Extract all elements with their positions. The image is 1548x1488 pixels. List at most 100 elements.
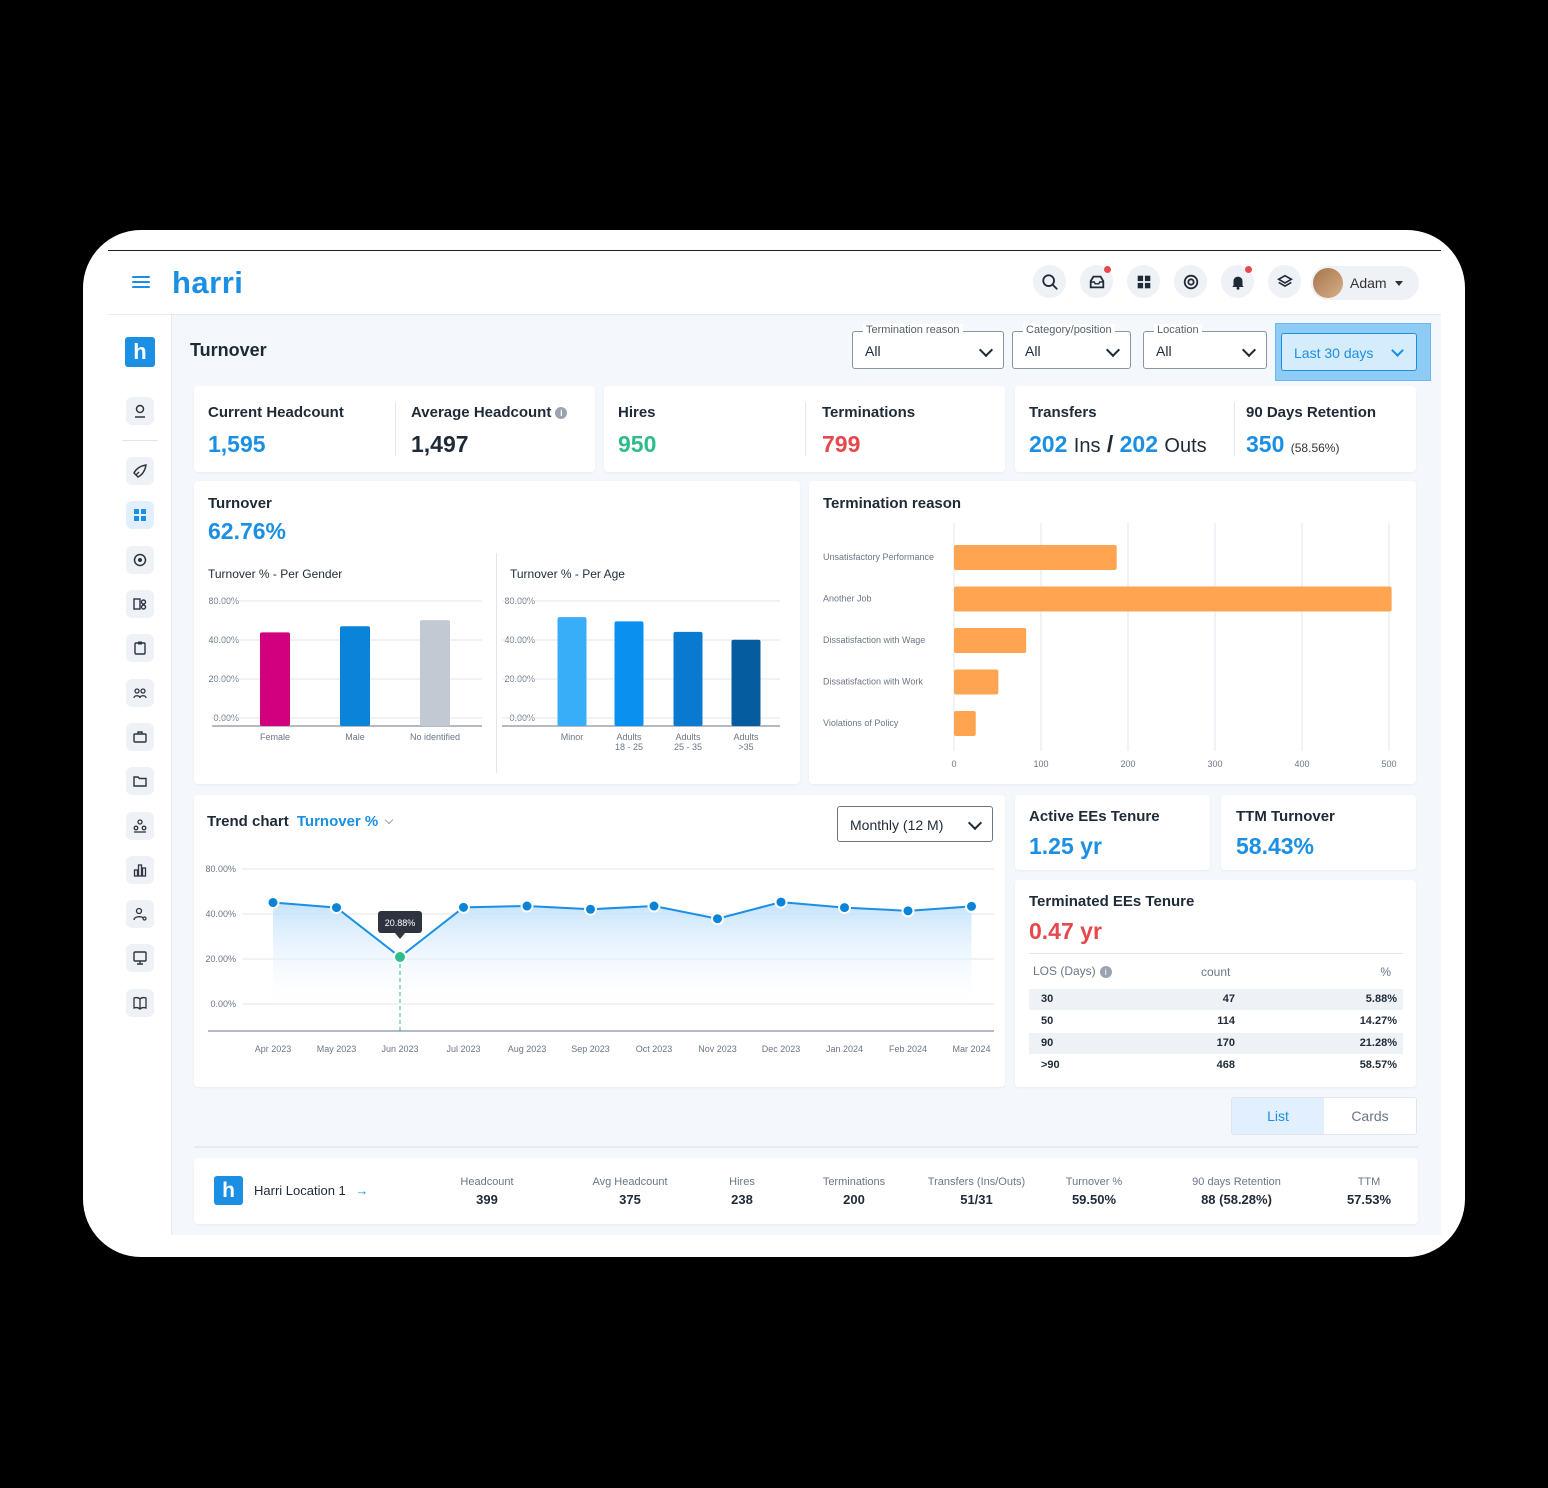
table-row: >90 468 58.57%: [1029, 1055, 1403, 1076]
termination-reason-chart: 0 100 200 300 400 500 Unsatisfactory Performan…: [823, 523, 1397, 769]
current-headcount-value: 1,595: [208, 431, 266, 457]
x-tick-label: No identified: [410, 732, 460, 742]
data-point: [774, 895, 788, 909]
location-name: Harri Location 1: [254, 1183, 346, 1198]
x-tick-label: 300: [1207, 759, 1222, 769]
pct-cell: 58.57%: [1359, 1059, 1397, 1071]
pct-cell: 14.27%: [1359, 1015, 1397, 1027]
transfers-label: Transfers: [1029, 404, 1097, 421]
data-point: [901, 904, 915, 918]
category-position-filter[interactable]: Category/position All: [1012, 324, 1131, 369]
menu-icon[interactable]: [132, 273, 150, 289]
x-tick-label: Minor: [561, 732, 584, 742]
trend-period-select[interactable]: Monthly (12 M): [837, 806, 993, 842]
briefcase-icon[interactable]: [126, 723, 154, 751]
tooltip-text: 20.88%: [385, 918, 416, 928]
location-row[interactable]: h Harri Location 1 → Headcount 399 Avg He…: [194, 1158, 1418, 1224]
transfers-outs: 202: [1119, 431, 1158, 457]
termination-reason-card: Termination reason 0 100 200 300 400 500 Unsat…: [809, 481, 1416, 784]
y-tick-label: 80.00%: [205, 864, 236, 874]
clipboard-icon[interactable]: [126, 634, 154, 662]
sidebar: h: [108, 315, 172, 1235]
app-window: harri Adam h Turnover: [108, 250, 1441, 1235]
stat-value: 57.53%: [1346, 1192, 1392, 1207]
los-cell: 50: [1041, 1015, 1054, 1027]
team-icon[interactable]: [126, 679, 154, 707]
support-icon[interactable]: [126, 546, 154, 574]
period-value: Monthly (12 M): [850, 817, 944, 833]
terminated-tenure-label: Terminated EEs Tenure: [1029, 893, 1195, 910]
harri-h-logo[interactable]: h: [125, 337, 155, 367]
monitor-icon[interactable]: [126, 944, 154, 972]
location-stat: 90 days Retention 88 (58.28%): [1174, 1176, 1299, 1207]
location-stat: Terminations 200: [804, 1176, 904, 1207]
y-tick-label: 20.00%: [205, 954, 236, 964]
los-cell: >90: [1041, 1059, 1060, 1071]
location-name-link[interactable]: Harri Location 1 →: [254, 1183, 368, 1198]
x-tick-label: Sep 2023: [571, 1044, 610, 1054]
schedule-icon[interactable]: [126, 590, 154, 618]
transfers-ins: 202: [1029, 431, 1068, 457]
hires-terminations-card: Hires 950 Terminations 799: [604, 386, 1005, 472]
inbox-icon[interactable]: [1080, 265, 1113, 298]
transfers-value: 202 Ins / 202 Outs: [1029, 431, 1207, 458]
turnover-card: Turnover 62.76% Turnover % - Per Gender …: [194, 481, 800, 784]
bar: [557, 617, 587, 726]
x-tick-label: Jul 2023: [446, 1044, 480, 1054]
x-tick-label: 500: [1381, 759, 1396, 769]
trend-line: [272, 901, 972, 959]
harri-logo[interactable]: harri: [172, 265, 244, 300]
x-tick-label: 18 - 25: [615, 742, 643, 752]
folder-icon[interactable]: [126, 767, 154, 795]
chevron-down-icon: [1105, 342, 1121, 358]
x-tick-label: 25 - 35: [674, 742, 702, 752]
list-view-button[interactable]: List: [1232, 1098, 1324, 1134]
terminated-tenure-card: Terminated EEs Tenure 0.47 yr LOS (Days)…: [1015, 880, 1416, 1087]
trend-metric-select[interactable]: Turnover %: [297, 813, 394, 830]
apps-grid-icon[interactable]: [1127, 265, 1160, 298]
x-tick-label: 400: [1294, 759, 1309, 769]
user-menu[interactable]: Adam: [1311, 266, 1419, 300]
stat-value: 51/31: [960, 1192, 993, 1207]
y-tick-label: 40.00%: [205, 909, 236, 919]
dashboard-icon[interactable]: [126, 501, 154, 529]
x-tick-label: >35: [738, 742, 753, 752]
data-point: [330, 901, 343, 915]
info-icon[interactable]: i: [1099, 965, 1112, 978]
chevron-down-icon: [967, 815, 983, 831]
info-icon[interactable]: i: [555, 407, 568, 420]
date-range-select[interactable]: Last 30 days: [1281, 333, 1417, 371]
x-tick-label: Dec 2023: [762, 1044, 801, 1054]
stat-label: Turnover %: [1065, 1176, 1123, 1188]
location-pin-icon[interactable]: [126, 397, 154, 425]
average-headcount-text: Average Headcount: [411, 404, 552, 421]
location-filter[interactable]: Location All: [1143, 324, 1267, 369]
x-tick-label: Jan 2024: [826, 1044, 863, 1054]
bell-icon[interactable]: [1221, 265, 1254, 298]
active-tenure-card: Active EEs Tenure 1.25 yr: [1015, 795, 1210, 870]
filter-value: All: [1156, 343, 1172, 359]
rocket-icon[interactable]: [126, 457, 154, 485]
average-headcount-label: Average Headcount i: [411, 404, 568, 421]
age-chart-title: Turnover % - Per Age: [510, 567, 625, 581]
book-icon[interactable]: [126, 989, 154, 1017]
trend-line-chart: 80.00% 40.00% 20.00% 0.00% Apr 2023 May 2023 J…: [205, 864, 994, 1054]
layers-icon[interactable]: [1268, 265, 1301, 298]
termination-reason-title: Termination reason: [823, 495, 962, 512]
x-tick-label: Adults: [616, 732, 642, 742]
retention-label: 90 Days Retention: [1246, 404, 1377, 421]
y-tick-label: Dissatisfaction with Wage: [823, 635, 925, 645]
caret-down-icon: [1394, 280, 1403, 286]
help-icon[interactable]: [1174, 265, 1207, 298]
bar: [954, 545, 1117, 570]
cards-view-button[interactable]: Cards: [1351, 1108, 1389, 1124]
search-icon[interactable]: [1033, 265, 1066, 298]
org-chart-icon[interactable]: [126, 812, 154, 840]
ttm-turnover-value: 58.43%: [1236, 833, 1315, 859]
bar-chart-icon[interactable]: [126, 856, 154, 884]
termination-reason-filter[interactable]: Termination reason All: [852, 324, 1004, 369]
user-settings-icon[interactable]: [126, 900, 154, 928]
data-point: [457, 900, 470, 914]
data-point: [647, 899, 661, 913]
